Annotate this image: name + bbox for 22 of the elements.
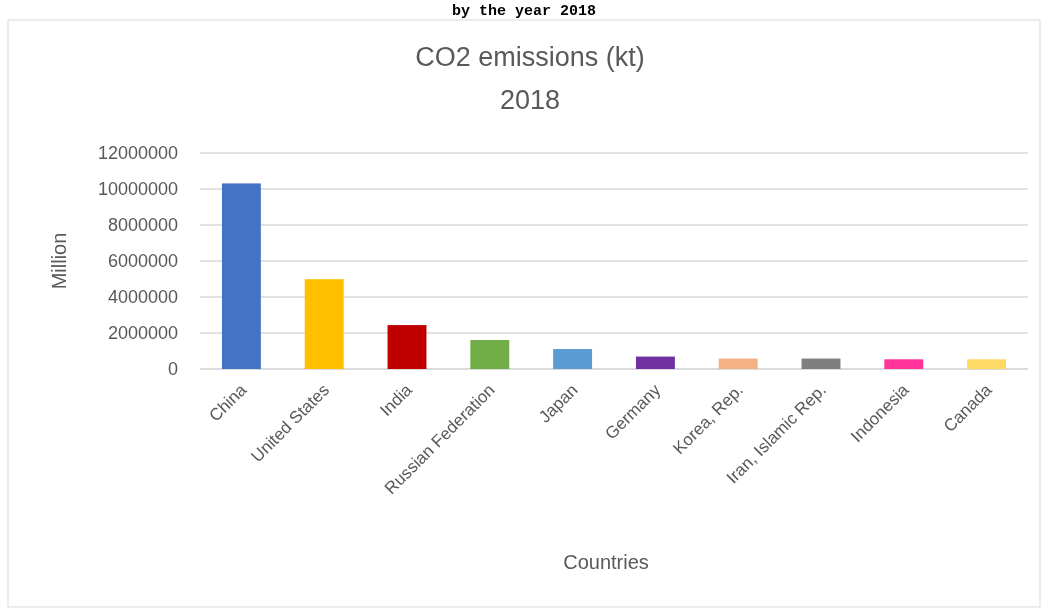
bar	[718, 358, 758, 369]
chart-title: CO2 emissions (kt)	[415, 42, 645, 72]
bar	[387, 325, 427, 369]
y-axis-title: Million	[48, 232, 70, 290]
y-tick-label: 6000000	[107, 251, 178, 272]
bar	[801, 358, 841, 369]
bar	[635, 356, 675, 369]
text: by the year 2018	[451, 3, 597, 20]
y-tick-label: 2000000	[107, 323, 178, 344]
y-tick-label: 10000000	[97, 179, 178, 200]
y-tick-label: 4000000	[107, 287, 178, 308]
bar	[470, 340, 510, 369]
bar	[967, 359, 1007, 369]
chart-subtitle: 2018	[499, 85, 561, 115]
bar	[553, 349, 593, 369]
bar	[884, 359, 924, 369]
x-axis-title: Countries	[563, 551, 649, 573]
y-tick-label: 8000000	[107, 215, 178, 236]
y-tick-label: 12000000	[97, 143, 178, 164]
bar	[304, 279, 344, 369]
bar	[221, 183, 261, 369]
y-tick-label: 0	[167, 359, 178, 380]
